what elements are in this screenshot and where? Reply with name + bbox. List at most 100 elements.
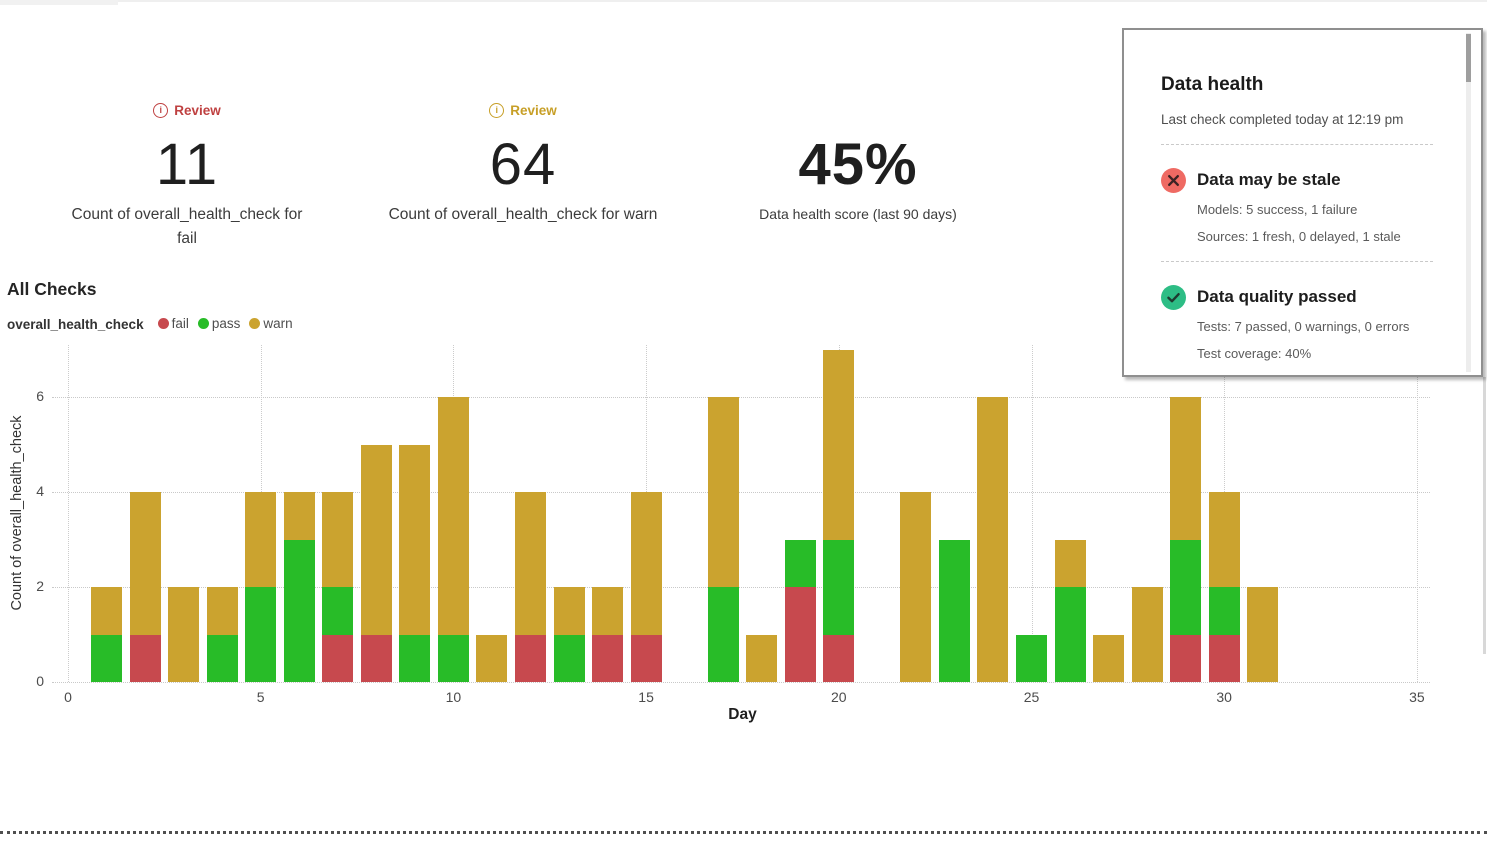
panel-section-stale: Data may be stale Models: 5 success, 1 f… <box>1161 168 1433 244</box>
bar-warn-day-20[interactable] <box>823 349 855 540</box>
bar-warn-day-5[interactable] <box>245 492 277 588</box>
bar-warn-day-26[interactable] <box>1054 539 1086 588</box>
section-line-coverage: Test coverage: 40% <box>1197 346 1312 361</box>
bar-warn-day-18[interactable] <box>746 634 778 682</box>
bar-warn-day-15[interactable] <box>630 492 662 635</box>
bar-pass-day-13[interactable] <box>553 634 585 682</box>
bar-pass-day-6[interactable] <box>283 539 315 682</box>
bottom-dotted-divider <box>0 831 1487 834</box>
gridline-x-0 <box>68 345 69 682</box>
review-badge-label: Review <box>510 103 557 118</box>
metric-card-health-score: i 45% Data health score (last 90 days) <box>690 100 1026 225</box>
bar-pass-day-7[interactable] <box>322 587 354 635</box>
review-badge-fail[interactable]: i Review <box>153 102 221 120</box>
bar-fail-day-20[interactable] <box>823 634 855 682</box>
legend-item-pass[interactable]: pass <box>197 316 241 331</box>
legend-dot-warn <box>249 318 261 329</box>
panel-scrollbar-track[interactable] <box>1466 33 1471 372</box>
x-tick-label: 30 <box>1216 689 1232 705</box>
bar-warn-day-22[interactable] <box>900 492 932 682</box>
legend-dot-fail <box>157 318 169 329</box>
panel-scrollbar-thumb[interactable] <box>1466 34 1471 82</box>
x-tick-label: 25 <box>1023 689 1040 705</box>
bar-warn-day-27[interactable] <box>1093 634 1125 682</box>
metric-card-fail: i Review 11 Count of overall_health_chec… <box>19 100 355 252</box>
bar-warn-day-31[interactable] <box>1247 587 1279 682</box>
bar-pass-day-29[interactable] <box>1170 539 1202 635</box>
bar-pass-day-17[interactable] <box>707 587 739 682</box>
bar-fail-day-15[interactable] <box>630 634 662 682</box>
x-tick-label: 20 <box>831 689 847 705</box>
bar-pass-day-23[interactable] <box>938 539 970 682</box>
legend-item-warn[interactable]: warn <box>249 316 293 331</box>
bar-warn-day-28[interactable] <box>1131 587 1163 682</box>
bar-pass-day-10[interactable] <box>437 634 469 682</box>
x-circle-icon <box>1161 168 1186 193</box>
bar-fail-day-7[interactable] <box>322 634 354 682</box>
bar-warn-day-4[interactable] <box>206 587 238 635</box>
bar-warn-day-14[interactable] <box>592 587 624 635</box>
panel-last-check-text: Last check completed today at 12:19 pm <box>1161 112 1404 127</box>
gridline-y-0 <box>52 682 1430 683</box>
bar-warn-day-24[interactable] <box>977 397 1009 682</box>
panel-title: Data health <box>1161 74 1264 95</box>
bar-pass-day-4[interactable] <box>206 634 238 682</box>
bar-warn-day-11[interactable] <box>476 634 508 682</box>
legend-label-warn: warn <box>263 316 293 331</box>
bar-warn-day-2[interactable] <box>129 492 161 635</box>
bar-pass-day-30[interactable] <box>1208 587 1240 635</box>
bar-fail-day-30[interactable] <box>1208 634 1240 682</box>
bar-warn-day-3[interactable] <box>168 587 200 682</box>
bar-warn-day-29[interactable] <box>1170 397 1202 540</box>
page-scrollbar-thumb[interactable] <box>1483 377 1486 654</box>
legend-item-fail[interactable]: fail <box>157 316 189 331</box>
bar-fail-day-29[interactable] <box>1170 634 1202 682</box>
legend-dot-pass <box>197 318 209 329</box>
section-line-tests: Tests: 7 passed, 0 warnings, 0 errors <box>1197 319 1410 334</box>
bar-pass-day-19[interactable] <box>784 539 816 588</box>
bar-warn-day-30[interactable] <box>1208 492 1240 588</box>
check-circle-icon <box>1161 285 1186 310</box>
bar-pass-day-5[interactable] <box>245 587 277 682</box>
bar-pass-day-25[interactable] <box>1016 634 1047 682</box>
gridline-x-25 <box>1031 345 1033 682</box>
top-hairline <box>0 0 1487 2</box>
info-icon: i <box>489 103 505 118</box>
bar-fail-day-19[interactable] <box>784 587 816 682</box>
legend-series-name: overall_health_check <box>7 316 144 332</box>
bar-pass-day-1[interactable] <box>91 634 123 682</box>
y-tick-label: 4 <box>36 483 44 500</box>
metric-label-health-score: Data health score (last 90 days) <box>759 205 957 222</box>
bar-warn-day-7[interactable] <box>322 492 354 588</box>
metric-label-warn: Count of overall_health_check for warn <box>388 205 658 223</box>
gridline-y-6 <box>52 397 1430 399</box>
metric-value-warn: 64 <box>489 131 557 197</box>
bar-warn-day-10[interactable] <box>437 397 469 635</box>
bar-fail-day-14[interactable] <box>592 634 624 682</box>
bar-fail-day-2[interactable] <box>129 634 161 682</box>
bar-fail-day-12[interactable] <box>514 634 546 682</box>
bar-pass-day-20[interactable] <box>823 539 855 635</box>
panel-divider <box>1161 261 1433 262</box>
bar-warn-day-12[interactable] <box>514 492 546 635</box>
data-health-panel: Data health Last check completed today a… <box>1122 28 1483 377</box>
chart-legend: overall_health_check fail pass warn <box>7 316 302 332</box>
bar-warn-day-6[interactable] <box>283 492 315 540</box>
x-tick-label: 15 <box>638 689 654 705</box>
bar-warn-day-17[interactable] <box>707 397 739 588</box>
chart-title: All Checks <box>7 279 97 299</box>
review-badge-warn[interactable]: i Review <box>489 102 557 120</box>
bar-warn-day-13[interactable] <box>553 587 585 635</box>
section-title-stale: Data may be stale <box>1197 170 1341 189</box>
bar-warn-day-1[interactable] <box>91 587 123 635</box>
bar-warn-day-9[interactable] <box>399 444 431 635</box>
bar-pass-day-26[interactable] <box>1054 587 1086 682</box>
legend-items: fail pass warn <box>157 316 302 332</box>
legend-label-pass: pass <box>211 316 241 331</box>
bar-warn-day-8[interactable] <box>360 444 392 635</box>
bar-fail-day-8[interactable] <box>360 634 392 682</box>
legend-label-fail: fail <box>171 316 189 331</box>
bar-pass-day-9[interactable] <box>399 634 431 682</box>
y-tick-label: 0 <box>36 673 44 689</box>
